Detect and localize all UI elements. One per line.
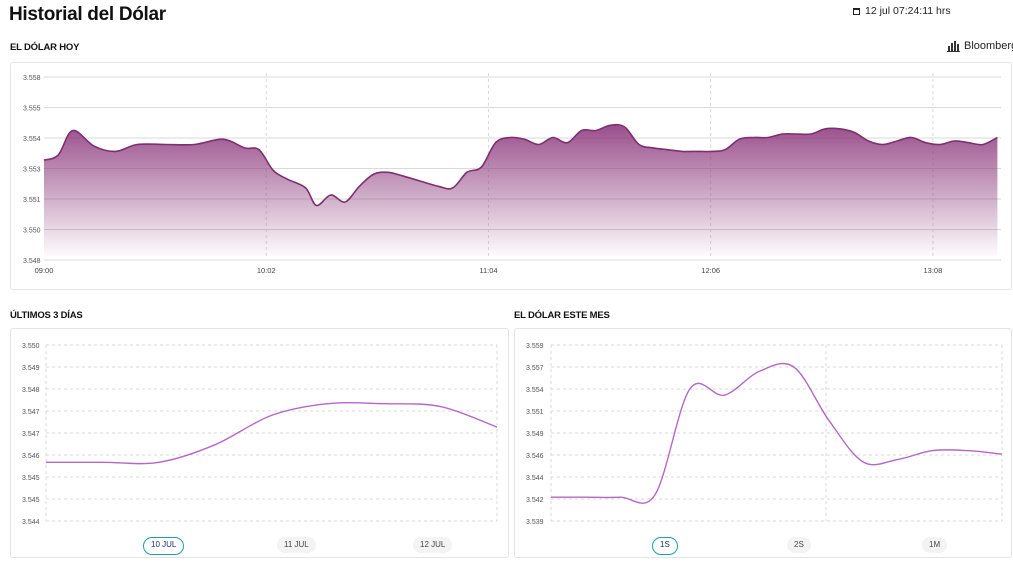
chart-panel-three-days: 3.550 3.549 3.548 3.547 3.547 3.546 3.545 3.545… — [10, 328, 509, 558]
y-tick-label: 3.551 — [23, 197, 41, 204]
section-title-month: EL DÓLAR ESTE MES — [514, 310, 610, 321]
tab-2s[interactable]: 2S — [787, 537, 811, 553]
y-tick-label: 3.548 — [23, 258, 41, 265]
bloomberg-brand[interactable]: Bloomberg — [947, 40, 1013, 52]
tab-11-jul[interactable]: 11 JUL — [277, 537, 316, 553]
y-tick-label: 3.554 — [23, 136, 41, 143]
y-tick-label: 3.549 — [22, 365, 40, 372]
datetime-display: 12 jul 07:24:11 hrs — [853, 5, 951, 17]
tab-12-jul[interactable]: 12 JUL — [413, 537, 453, 553]
y-tick-label: 3.544 — [22, 519, 40, 526]
y-tick-label: 3.547 — [22, 431, 40, 438]
y-tick-label: 3.539 — [526, 519, 544, 526]
y-tick-label: 3.545 — [22, 497, 40, 504]
y-tick-label: 3.553 — [23, 167, 41, 174]
x-tick-label: 10:02 — [257, 266, 276, 275]
y-tick-label: 3.550 — [23, 228, 41, 235]
bloomberg-logo-icon — [947, 41, 960, 52]
x-tick-label: 11:04 — [479, 266, 497, 275]
brand-label: Bloomberg — [964, 40, 1013, 52]
page-title: Historial del Dólar — [9, 4, 166, 25]
calendar-icon — [853, 7, 860, 15]
datetime-text: 12 jul 07:24:11 hrs — [865, 5, 951, 17]
series-area — [44, 124, 998, 257]
y-tick-label: 3.544 — [526, 475, 544, 482]
x-tick-label: 13:08 — [924, 266, 943, 275]
chart-panel-today: 3.558 3.555 3.554 3.553 3.551 3.550 3.548 09:00… — [10, 62, 1012, 290]
y-tick-label: 3.548 — [22, 387, 40, 394]
y-tick-label: 3.558 — [23, 75, 41, 82]
y-tick-label: 3.546 — [526, 453, 544, 460]
tab-1s[interactable]: 1S — [652, 537, 678, 555]
y-tick-label: 3.554 — [526, 387, 544, 394]
x-tick-label: 12:06 — [701, 266, 720, 275]
tab-10-jul[interactable]: 10 JUL — [143, 537, 185, 555]
chart-three-days: 3.550 3.549 3.548 3.547 3.547 3.546 3.545 3.545… — [22, 343, 498, 526]
y-tick-label: 3.549 — [526, 431, 544, 438]
y-tick-label: 3.542 — [526, 497, 544, 504]
y-tick-label: 3.555 — [23, 106, 41, 113]
y-tick-label: 3.559 — [526, 343, 544, 350]
x-tick-label: 09:00 — [35, 266, 54, 275]
chart-today: 3.558 3.555 3.554 3.553 3.551 3.550 3.54809:00… — [23, 73, 1001, 275]
chart-month: 3.559 3.557 3.554 3.551 3.549 3.546 3.544 3.542… — [526, 343, 1003, 526]
y-tick-label: 3.546 — [22, 453, 40, 460]
series-line — [43, 123, 998, 207]
y-tick-label: 3.550 — [22, 343, 40, 350]
y-tick-label: 3.547 — [22, 409, 40, 416]
series-line — [45, 401, 498, 465]
y-tick-label: 3.557 — [526, 365, 544, 372]
series-line — [551, 362, 1003, 504]
chart-panel-month: 3.559 3.557 3.554 3.551 3.549 3.546 3.544 3.542… — [514, 328, 1012, 558]
section-title-today: EL DÓLAR HOY — [10, 42, 80, 53]
y-tick-label: 3.545 — [22, 475, 40, 482]
section-title-three-days: ÚLTIMOS 3 DÍAS — [10, 310, 83, 321]
tab-1m[interactable]: 1M — [922, 537, 948, 553]
y-tick-label: 3.551 — [526, 409, 544, 416]
